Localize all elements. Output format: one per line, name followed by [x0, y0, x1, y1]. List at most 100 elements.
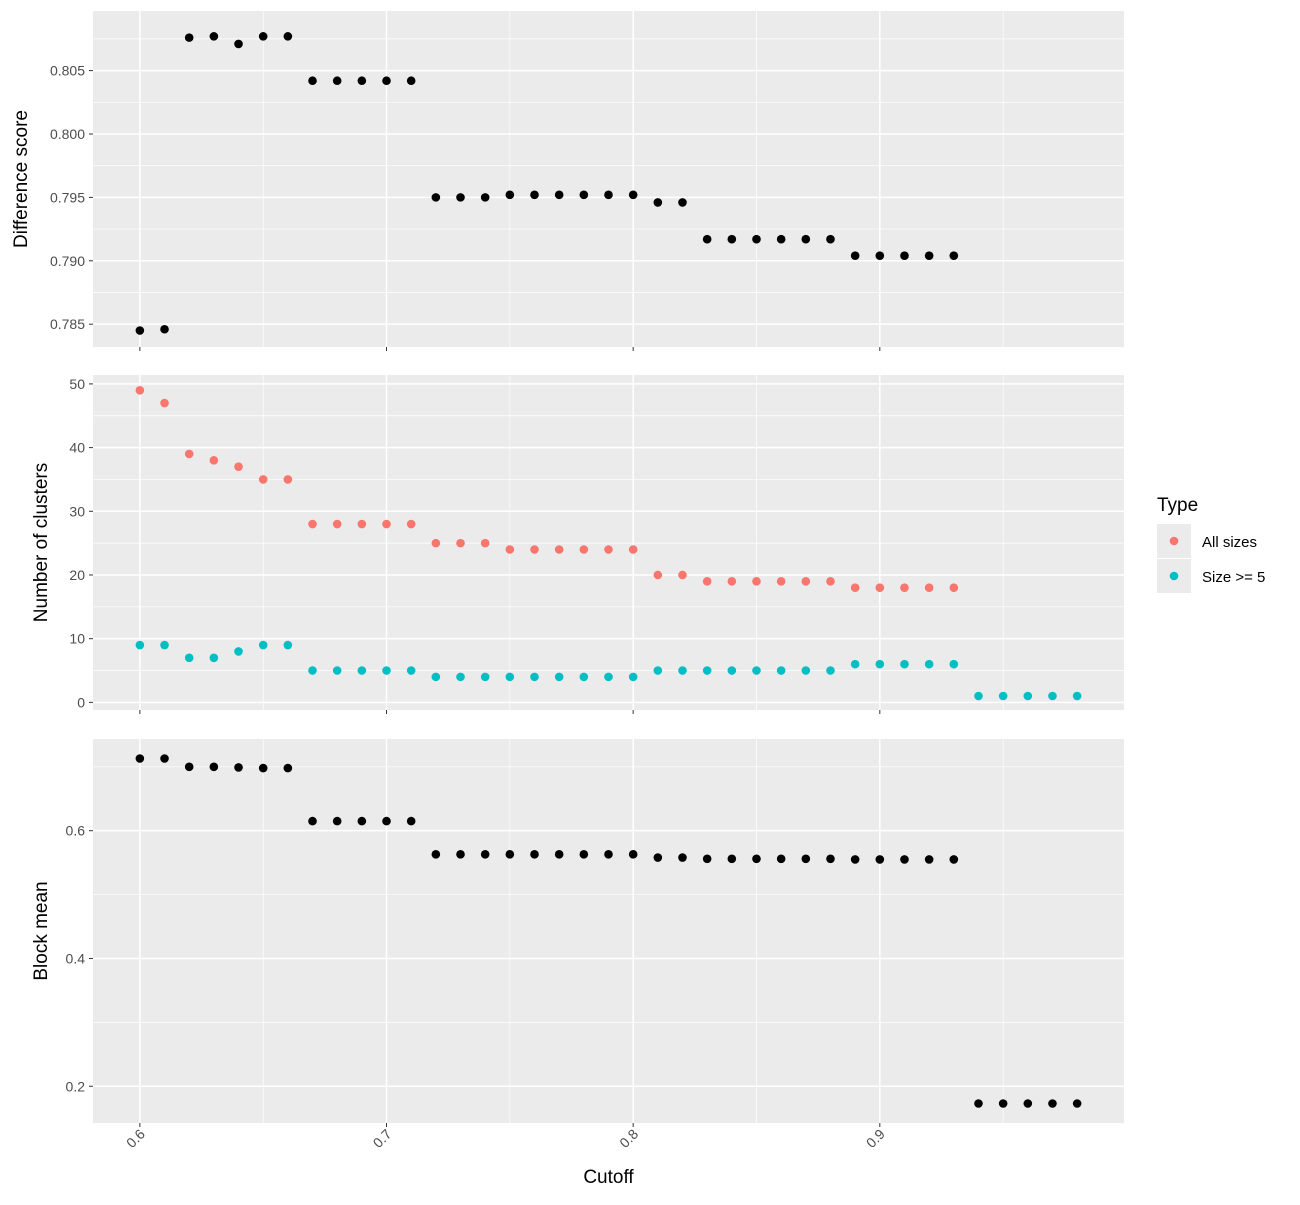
data-point — [1048, 1099, 1057, 1108]
data-point — [135, 385, 145, 395]
data-point — [135, 754, 145, 763]
data-point — [283, 763, 293, 773]
data-point — [727, 854, 737, 864]
data-point — [406, 76, 416, 86]
data-point — [308, 666, 317, 675]
data-point — [949, 659, 959, 669]
data-point — [776, 666, 786, 675]
data-point — [801, 854, 811, 864]
data-point — [850, 855, 860, 864]
data-point — [234, 647, 243, 656]
y-tick-label: 10 — [69, 631, 85, 647]
data-point — [258, 763, 268, 773]
data-point — [702, 666, 712, 675]
data-point — [332, 76, 342, 86]
data-point — [604, 850, 613, 859]
x-axis-title: Cutoff — [583, 1167, 634, 1188]
panel-3: 0.2 0.4 0.6 Block mean — [31, 739, 1124, 1127]
y-axis-title: Difference score — [11, 110, 32, 248]
x-tick-label: 0.7 — [370, 1126, 395, 1151]
data-point — [1072, 1099, 1082, 1108]
data-point — [678, 570, 687, 580]
data-point — [505, 850, 515, 859]
y-tick-label: 0.800 — [50, 126, 85, 142]
data-point — [727, 234, 737, 244]
data-point — [579, 672, 589, 682]
panel-background — [93, 739, 1124, 1123]
data-point — [184, 449, 194, 459]
data-point — [826, 577, 835, 586]
x-tick-label: 0.9 — [863, 1126, 888, 1151]
data-point — [480, 538, 490, 548]
data-point — [382, 519, 391, 529]
data-point — [382, 76, 391, 86]
data-point — [505, 190, 515, 200]
data-point — [308, 816, 317, 826]
data-point — [850, 583, 860, 593]
data-point — [604, 672, 613, 682]
data-point — [900, 583, 909, 593]
y-tick-label: 50 — [69, 376, 85, 392]
data-point — [530, 850, 539, 859]
data-point — [160, 754, 169, 763]
data-point — [283, 640, 293, 650]
data-point — [184, 33, 194, 42]
data-point — [579, 850, 589, 859]
data-point — [678, 666, 687, 675]
data-point — [752, 577, 761, 586]
data-point — [875, 251, 885, 261]
data-point — [974, 1099, 983, 1108]
data-point — [727, 666, 737, 675]
data-point — [776, 577, 786, 586]
data-point — [554, 672, 564, 682]
data-point — [258, 475, 268, 484]
data-point — [332, 816, 342, 826]
y-tick-label: 0.2 — [66, 1078, 86, 1094]
data-point — [924, 855, 934, 864]
y-tick-label: 0.790 — [50, 253, 85, 269]
data-point — [1023, 1099, 1033, 1108]
data-point — [1048, 691, 1057, 701]
data-point — [406, 666, 416, 675]
data-point — [135, 326, 145, 335]
y-axis-title: Number of clusters — [31, 463, 52, 622]
data-point — [579, 190, 589, 200]
data-point — [776, 234, 786, 244]
series-1 — [135, 754, 1082, 1108]
data-point — [702, 577, 712, 586]
legend-key-size-ge-5 — [1169, 571, 1179, 581]
data-point — [554, 850, 564, 859]
data-point — [949, 251, 959, 261]
panel-2: 0 10 20 30 40 50 Number of clusters — [31, 375, 1124, 714]
data-point — [678, 853, 687, 862]
data-point — [900, 251, 909, 261]
y-tick-label: 30 — [69, 503, 85, 519]
data-point — [456, 850, 465, 859]
x-tick-label: 0.8 — [616, 1126, 641, 1151]
data-point — [974, 691, 983, 701]
data-point — [604, 190, 613, 200]
data-point — [801, 577, 811, 586]
data-point — [209, 456, 219, 465]
data-point — [653, 853, 663, 862]
data-point — [801, 234, 811, 244]
y-axis-title: Block mean — [31, 881, 52, 980]
data-point — [924, 251, 934, 261]
data-point — [752, 666, 761, 675]
data-point — [554, 190, 564, 200]
series-1 — [135, 385, 959, 593]
legend-label: Size >= 5 — [1202, 569, 1265, 586]
series-1 — [135, 32, 959, 335]
data-point — [702, 234, 712, 244]
data-point — [357, 816, 367, 826]
x-tick-label: 0.6 — [123, 1126, 148, 1151]
data-point — [530, 545, 539, 554]
y-tick-label: 0.4 — [66, 950, 86, 966]
data-point — [406, 816, 416, 826]
data-point — [160, 324, 169, 334]
data-point — [431, 672, 441, 682]
y-tick-label: 0.805 — [50, 63, 85, 79]
data-point — [998, 691, 1008, 701]
